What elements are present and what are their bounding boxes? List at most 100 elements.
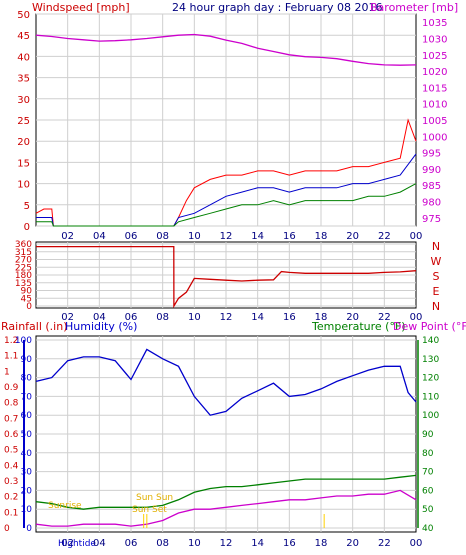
temp-tick-label: 100 [422, 411, 439, 421]
y-tick-label: 25 [17, 116, 30, 127]
y-tick-label: 360 [15, 240, 32, 250]
annotation-label: Sun Sun [136, 493, 173, 503]
x-tick-label: 10 [188, 312, 201, 323]
x-tick-label: 18 [315, 538, 328, 549]
y-tick-label: 0 [26, 302, 32, 312]
y-tick-label: 40 [17, 52, 30, 63]
temp-tick-label: 40 [422, 524, 434, 534]
series-line [36, 183, 417, 227]
y-tick-label: 90 [21, 287, 33, 297]
y-tick-label: 0 [24, 222, 30, 233]
x-tick-label: 16 [283, 312, 296, 323]
y-tick-label: 315 [15, 248, 32, 258]
series-line [35, 33, 417, 66]
y-tick-label: 990 [422, 165, 441, 176]
y-tick-label: 20 [17, 137, 30, 148]
temp-tick-label: 120 [422, 374, 439, 384]
humidity-tick-label: 0 [26, 524, 32, 534]
humidity-tick-label: 60 [21, 411, 33, 421]
x-tick-label: 02 [61, 538, 74, 549]
x-tick-label: 12 [220, 538, 233, 549]
y-tick-label: 1035 [422, 18, 447, 29]
y-tick-label: 5 [24, 201, 30, 212]
barometer-axis-label: Barometer [mb] [370, 1, 458, 14]
compass-label: N [432, 300, 440, 313]
y-tick-label: 975 [422, 214, 441, 225]
temp-tick-label: 60 [422, 486, 434, 496]
y-tick-label: 225 [15, 263, 32, 273]
rainfall-axis-label: Rainfall (.in) [1, 320, 68, 333]
compass-label: W [431, 255, 442, 268]
y-tick-label: 1020 [422, 67, 447, 78]
x-tick-label: 22 [378, 231, 391, 242]
x-tick-label: 08 [156, 231, 169, 242]
annotation-label: Hightide [58, 539, 96, 549]
x-tick-label: 20 [346, 231, 359, 242]
y-tick-label: 15 [17, 158, 30, 169]
temp-tick-label: 140 [422, 336, 439, 346]
x-tick-label: 10 [188, 231, 201, 242]
rain-tick-label: 0 [4, 524, 10, 534]
y-tick-label: 45 [21, 294, 32, 304]
humidity-tick-label: 50 [21, 430, 33, 440]
x-tick-label: 12 [220, 312, 233, 323]
y-tick-label: 135 [15, 279, 32, 289]
rain-tick-label: 1 [4, 367, 10, 377]
x-tick-label: 14 [251, 312, 264, 323]
x-tick-label: 14 [251, 538, 264, 549]
x-tick-label: 00 [410, 231, 423, 242]
x-tick-label: 08 [156, 312, 169, 323]
y-tick-label: 1010 [422, 100, 447, 111]
dewpoint-axis-label: Dew Point (°F) [393, 320, 466, 333]
humidity-tick-label: 90 [21, 355, 33, 365]
humidity-axis-label: Humidity (%) [65, 320, 137, 333]
y-tick-label: 1030 [422, 34, 447, 45]
series-line [35, 489, 417, 527]
compass-label: N [432, 240, 440, 253]
x-tick-label: 08 [156, 538, 169, 549]
annotation-label: Sunrise [48, 501, 82, 511]
x-tick-label: 04 [93, 538, 106, 549]
x-tick-label: 12 [220, 231, 233, 242]
annotation-label: Sun Set [132, 505, 167, 515]
x-tick-label: 22 [378, 312, 391, 323]
humidity-tick-label: 80 [21, 374, 33, 384]
x-tick-label: 16 [283, 538, 296, 549]
x-tick-label: 16 [283, 231, 296, 242]
wind-barometer-panel: Windspeed [mph] 24 hour graph day : Febr… [17, 1, 458, 242]
x-tick-label: 02 [61, 231, 74, 242]
series-line [35, 474, 417, 510]
rain-tick-label: 0.6 [4, 430, 19, 440]
series-line [35, 348, 417, 416]
temp-tick-label: 70 [422, 468, 434, 478]
y-tick-label: 30 [17, 95, 30, 106]
temp-tick-label: 90 [422, 430, 434, 440]
humidity-tick-label: 20 [21, 486, 33, 496]
y-tick-label: 1015 [422, 83, 447, 94]
rain-tick-label: 0.3 [4, 477, 18, 487]
temp-tick-label: 130 [422, 355, 439, 365]
y-tick-label: 985 [422, 181, 441, 192]
y-tick-label: 995 [422, 149, 441, 160]
temperature-axis-label: Temperature (°F) [311, 320, 406, 333]
x-tick-label: 10 [188, 538, 201, 549]
x-tick-label: 04 [93, 312, 106, 323]
series-line [36, 245, 417, 309]
y-tick-label: 10 [17, 180, 30, 191]
y-tick-label: 270 [15, 256, 32, 266]
humidity-tick-label: 70 [21, 392, 33, 402]
humidity-tick-label: 30 [21, 468, 33, 478]
x-tick-label: 22 [378, 538, 391, 549]
x-tick-label: 18 [315, 231, 328, 242]
x-tick-label: 06 [125, 538, 138, 549]
y-tick-label: 980 [422, 198, 441, 209]
y-tick-label: 180 [15, 271, 32, 281]
compass-label: E [433, 285, 440, 298]
x-tick-label: 06 [125, 231, 138, 242]
y-tick-label: 1000 [422, 132, 447, 143]
x-tick-label: 06 [125, 312, 138, 323]
x-tick-label: 14 [251, 231, 264, 242]
x-tick-label: 20 [346, 312, 359, 323]
